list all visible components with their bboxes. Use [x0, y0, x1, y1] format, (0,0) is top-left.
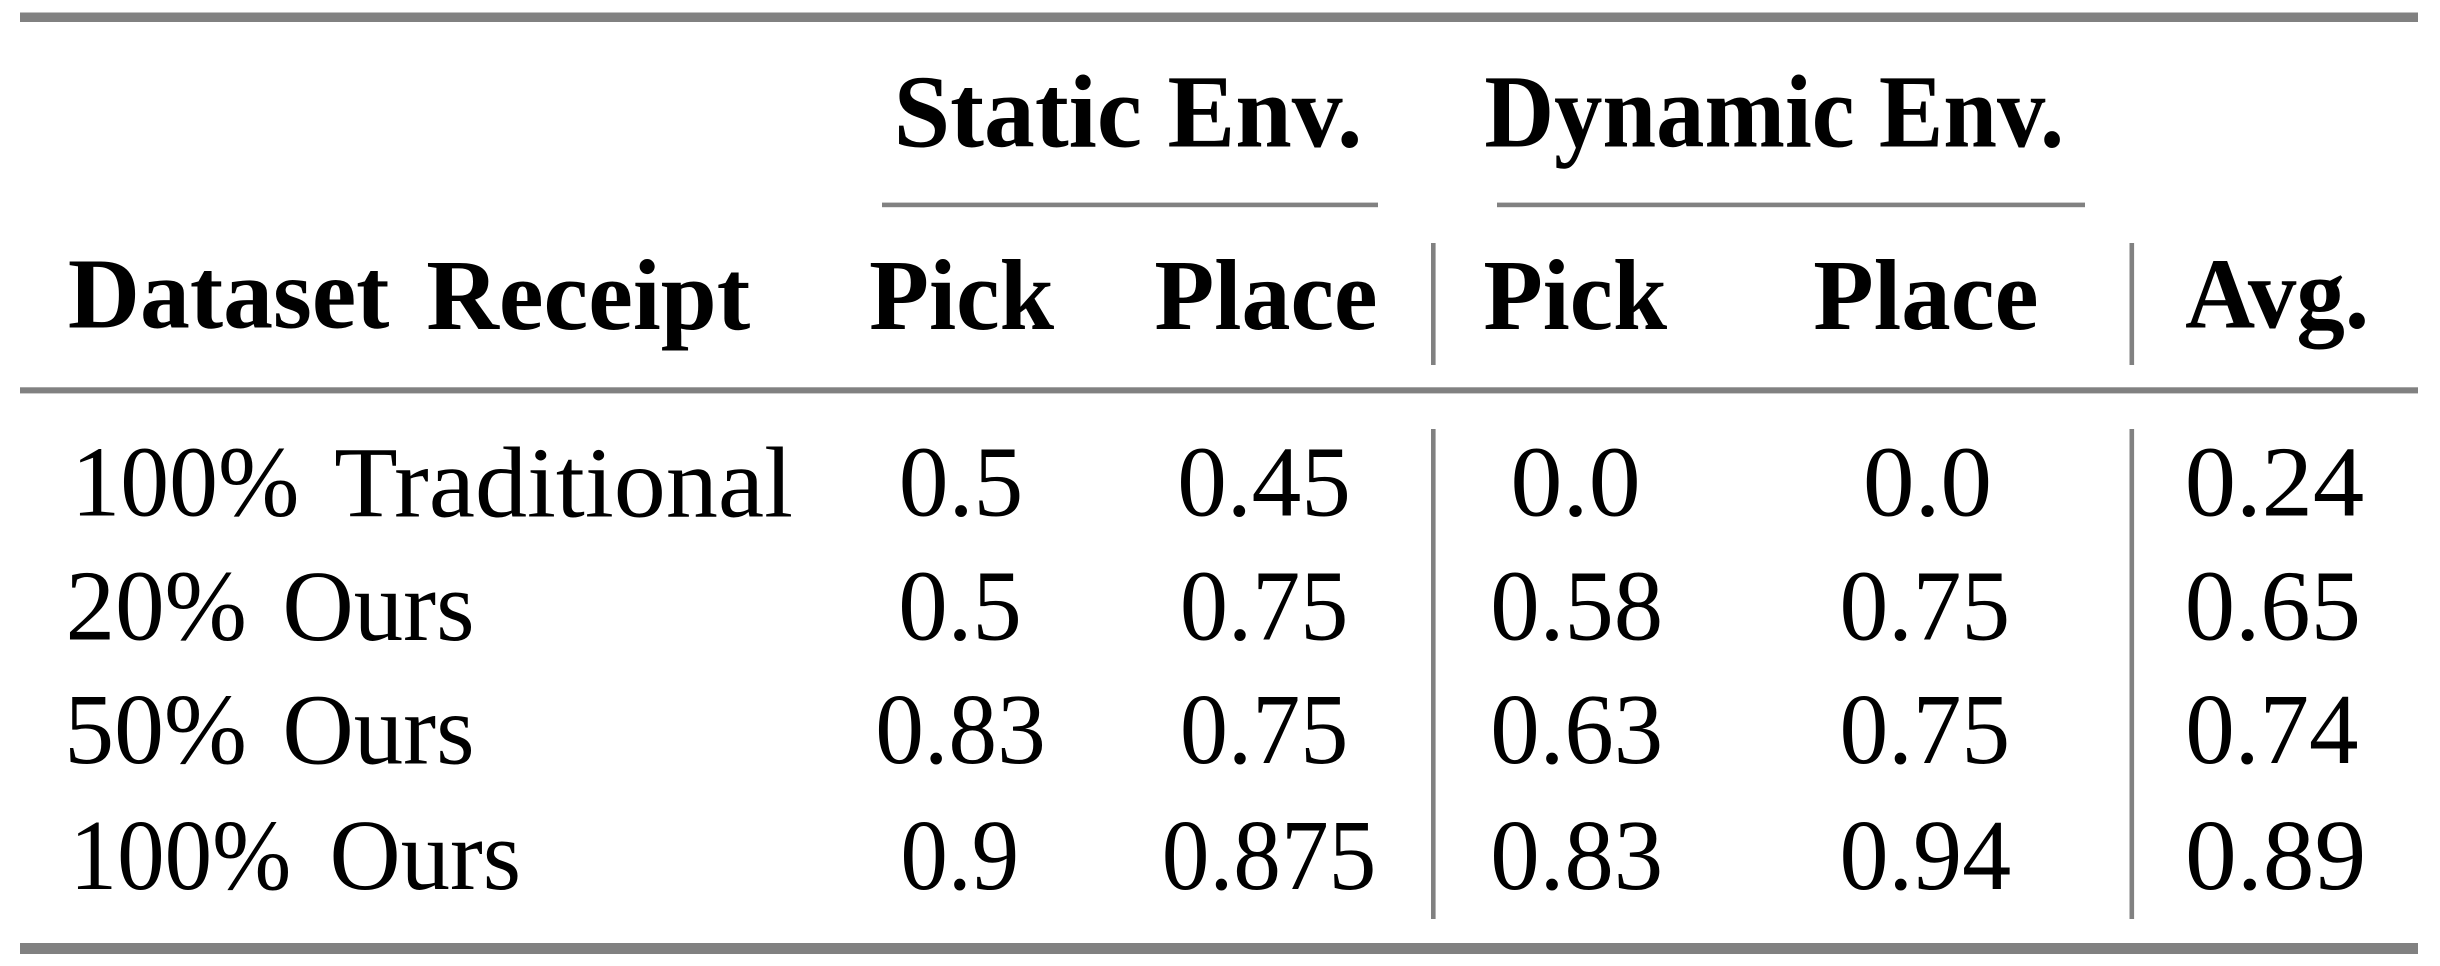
- svg-text:Pick: Pick: [1483, 239, 1668, 351]
- svg-text:100%: 100%: [70, 799, 292, 911]
- svg-text:Pick: Pick: [869, 239, 1055, 351]
- svg-text:Ours: Ours: [282, 550, 474, 662]
- svg-text:0.58: 0.58: [1490, 550, 1663, 662]
- svg-text:Static Env.: Static Env.: [894, 56, 1363, 170]
- svg-text:0.63: 0.63: [1490, 673, 1663, 785]
- svg-text:100%: 100%: [71, 426, 299, 538]
- svg-text:Traditional: Traditional: [334, 427, 793, 539]
- svg-text:0.74: 0.74: [2185, 673, 2358, 785]
- svg-text:0.83: 0.83: [1490, 799, 1663, 911]
- svg-text:Place: Place: [1154, 239, 1377, 351]
- svg-text:Dynamic Env.: Dynamic Env.: [1484, 56, 2064, 170]
- svg-text:0.75: 0.75: [1839, 550, 2010, 662]
- svg-text:Dataset: Dataset: [68, 238, 390, 350]
- svg-text:0.0: 0.0: [1510, 426, 1640, 538]
- svg-text:0.0: 0.0: [1863, 426, 1992, 538]
- svg-text:Receipt: Receipt: [426, 239, 750, 351]
- svg-text:20%: 20%: [66, 550, 247, 662]
- svg-text:0.75: 0.75: [1839, 673, 2010, 785]
- svg-text:Avg.: Avg.: [2185, 237, 2369, 349]
- svg-text:Ours: Ours: [330, 799, 522, 911]
- svg-text:50%: 50%: [64, 673, 247, 785]
- svg-text:0.83: 0.83: [875, 673, 1046, 785]
- svg-text:0.75: 0.75: [1180, 550, 1348, 662]
- svg-text:0.45: 0.45: [1177, 426, 1351, 538]
- svg-text:0.89: 0.89: [2185, 799, 2366, 911]
- svg-text:0.65: 0.65: [2185, 550, 2361, 662]
- svg-text:0.24: 0.24: [2185, 426, 2365, 538]
- svg-text:0.94: 0.94: [1839, 799, 2011, 911]
- svg-text:Ours: Ours: [282, 673, 474, 785]
- svg-text:0.5: 0.5: [899, 426, 1023, 538]
- svg-text:0.5: 0.5: [898, 550, 1022, 662]
- svg-text:0.9: 0.9: [900, 799, 1019, 911]
- svg-text:0.875: 0.875: [1162, 799, 1377, 911]
- svg-text:Place: Place: [1813, 239, 2038, 351]
- svg-text:0.75: 0.75: [1180, 673, 1348, 785]
